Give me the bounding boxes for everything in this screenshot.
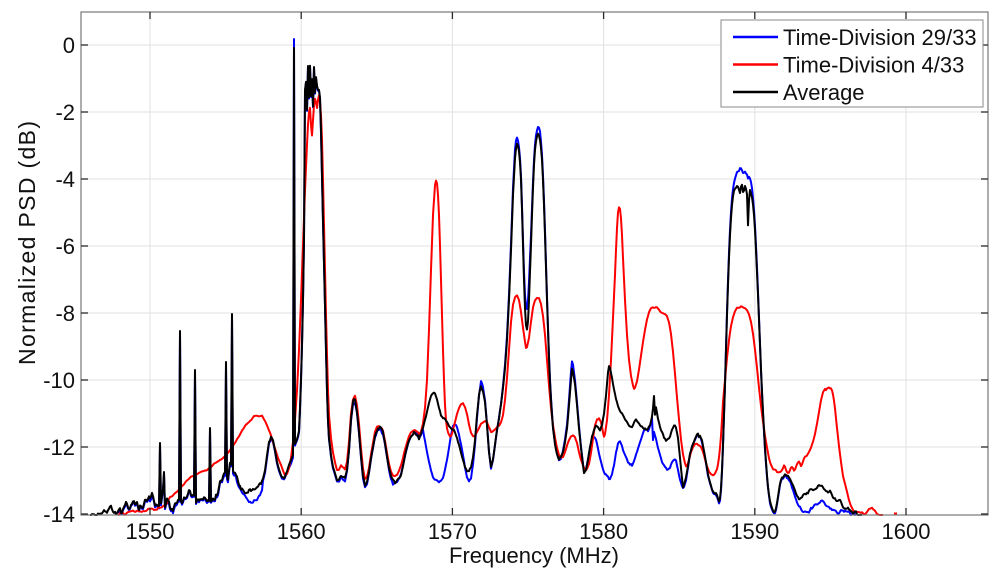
svg-text:-10: -10: [43, 368, 75, 393]
svg-text:-12: -12: [43, 435, 75, 460]
svg-text:Average: Average: [783, 80, 865, 105]
svg-text:1580: 1580: [579, 519, 628, 544]
svg-text:Time-Division 4/33: Time-Division 4/33: [783, 53, 964, 78]
svg-text:Time-Division 29/33: Time-Division 29/33: [783, 25, 977, 50]
svg-text:-14: -14: [43, 502, 75, 527]
svg-text:Frequency (MHz): Frequency (MHz): [449, 543, 619, 568]
svg-text:-8: -8: [55, 301, 75, 326]
svg-text:1570: 1570: [428, 519, 477, 544]
svg-text:-6: -6: [55, 234, 75, 259]
svg-text:1600: 1600: [882, 519, 931, 544]
svg-text:-4: -4: [55, 167, 75, 192]
svg-text:1590: 1590: [730, 519, 779, 544]
svg-text:-2: -2: [55, 100, 75, 125]
svg-text:0: 0: [63, 33, 75, 58]
svg-text:1550: 1550: [126, 519, 175, 544]
svg-text:Normalized PSD (dB): Normalized PSD (dB): [14, 121, 40, 365]
svg-text:1560: 1560: [277, 519, 326, 544]
